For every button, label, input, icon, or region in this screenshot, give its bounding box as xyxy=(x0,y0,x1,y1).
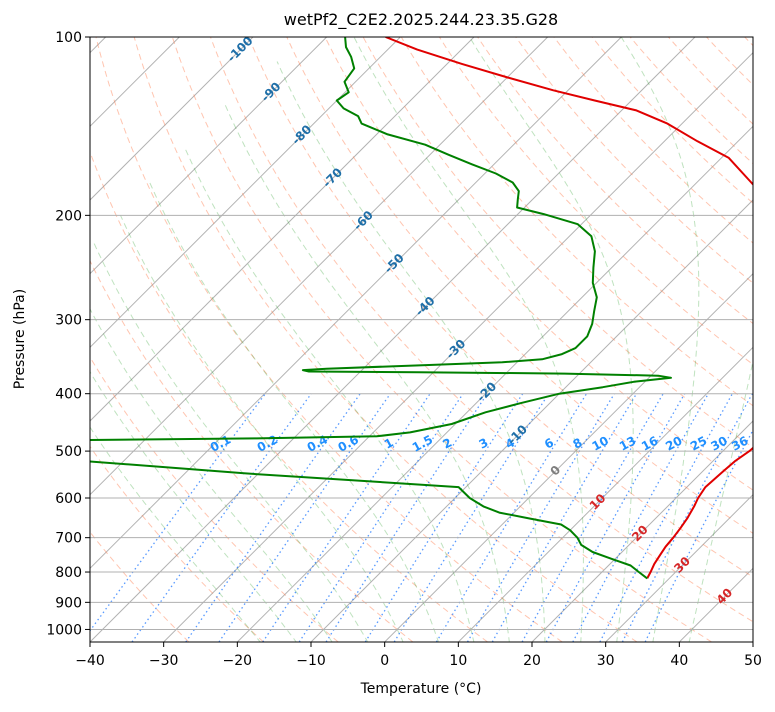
x-axis-label: Temperature (°C) xyxy=(360,681,482,697)
y-tick-label: 1000 xyxy=(46,622,82,638)
y-tick-label: 600 xyxy=(55,491,82,507)
x-tick-label: 50 xyxy=(744,653,762,669)
y-axis-label: Pressure (hPa) xyxy=(12,289,28,389)
y-tick-label: 800 xyxy=(55,565,82,581)
y-tick-label: 700 xyxy=(55,531,82,547)
y-tick-label: 500 xyxy=(55,444,82,460)
chart-title: wetPf2_C2E2.2025.244.23.35.G28 xyxy=(284,10,558,30)
x-tick-label: −30 xyxy=(149,653,179,669)
x-tick-label: 20 xyxy=(523,653,541,669)
y-tick-label: 100 xyxy=(55,30,82,46)
x-tick-label: 30 xyxy=(597,653,615,669)
y-tick-label: 200 xyxy=(55,208,82,224)
x-tick-label: −20 xyxy=(223,653,253,669)
x-tick-label: −40 xyxy=(75,653,105,669)
y-tick-label: 400 xyxy=(55,387,82,403)
x-tick-label: −10 xyxy=(296,653,326,669)
x-tick-label: 40 xyxy=(670,653,688,669)
y-tick-label: 300 xyxy=(55,313,82,329)
y-tick-label: 900 xyxy=(55,595,82,611)
x-tick-label: 10 xyxy=(449,653,467,669)
x-tick-label: 0 xyxy=(380,653,389,669)
